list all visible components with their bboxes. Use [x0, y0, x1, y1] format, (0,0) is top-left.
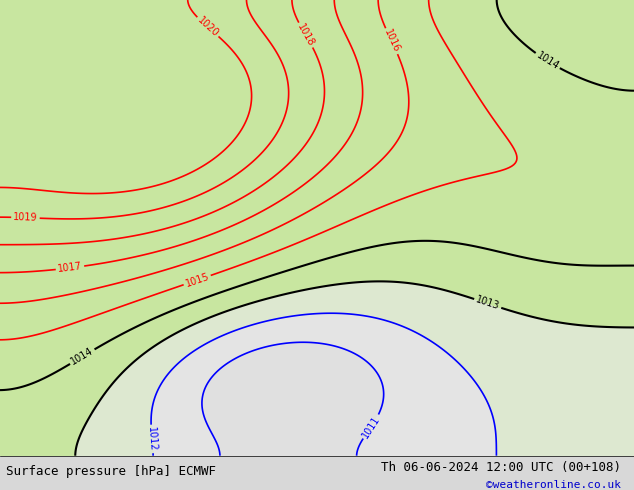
- Text: 1018: 1018: [295, 22, 316, 48]
- Text: 1016: 1016: [382, 28, 401, 54]
- Text: 1019: 1019: [13, 212, 38, 223]
- Text: Th 06-06-2024 12:00 UTC (00+108): Th 06-06-2024 12:00 UTC (00+108): [381, 461, 621, 474]
- Text: 1017: 1017: [57, 262, 83, 274]
- Text: 1020: 1020: [195, 15, 220, 39]
- Text: 1011: 1011: [360, 414, 382, 440]
- Text: ©weatheronline.co.uk: ©weatheronline.co.uk: [486, 480, 621, 490]
- Text: Surface pressure [hPa] ECMWF: Surface pressure [hPa] ECMWF: [6, 465, 216, 478]
- Text: 1013: 1013: [474, 295, 501, 312]
- Text: 1012: 1012: [146, 426, 158, 452]
- Text: 1015: 1015: [184, 271, 210, 289]
- Text: 1014: 1014: [534, 50, 560, 72]
- Text: 1014: 1014: [69, 346, 95, 367]
